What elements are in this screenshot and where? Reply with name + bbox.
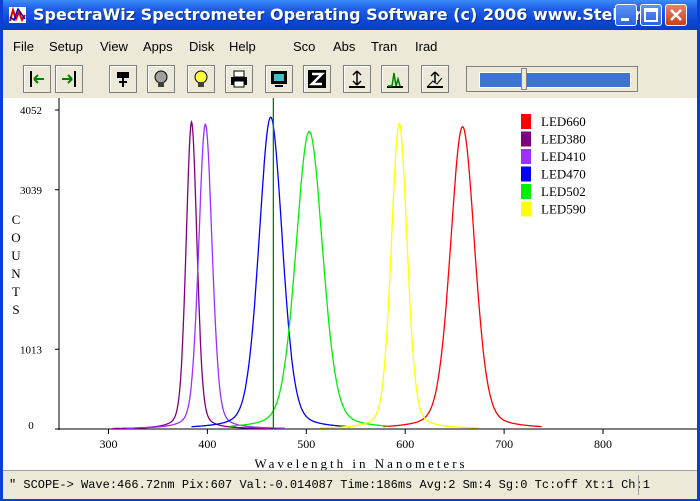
app-icon[interactable]	[9, 7, 26, 23]
x-tick-label: 800	[594, 437, 612, 451]
left-cursor-button[interactable]	[23, 65, 51, 93]
right-cursor-button[interactable]	[55, 65, 83, 93]
maximize-button[interactable]	[640, 4, 662, 26]
legend-swatch	[521, 149, 531, 164]
legend-swatch	[521, 166, 531, 182]
series-line-led660	[383, 125, 542, 428]
print-icon	[231, 70, 247, 88]
menu-tran[interactable]: Tran	[371, 39, 398, 54]
y-tick-label: 4052	[20, 105, 42, 117]
series-line-led470	[191, 116, 350, 428]
y-label-letter: T	[12, 284, 20, 299]
scale-y-icon	[349, 70, 365, 88]
menu-help[interactable]: Help	[229, 39, 256, 54]
pin-icon	[117, 72, 129, 87]
legend-label: LED660	[541, 114, 586, 129]
print-button[interactable]	[225, 65, 253, 93]
monitor-button[interactable]	[265, 65, 293, 93]
menu-bar: File Setup View Apps Disk Help Sco Abs T…	[3, 30, 697, 62]
legend-label: LED410	[541, 149, 586, 164]
scale-y-button[interactable]	[343, 65, 371, 93]
left-cursor-icon	[30, 71, 44, 87]
series-line-led502	[230, 130, 389, 427]
lamp-off-icon	[154, 70, 168, 87]
maximize-icon	[644, 8, 658, 22]
legend-swatch	[521, 114, 531, 129]
zoom-icon	[308, 70, 326, 88]
y-label-letter: S	[12, 302, 19, 317]
status-separator	[638, 475, 639, 495]
lamp-off-button[interactable]	[147, 65, 175, 93]
menu-setup[interactable]: Setup	[49, 39, 83, 54]
minimize-button[interactable]	[615, 4, 637, 26]
x-tick-label: 600	[396, 437, 414, 451]
y-label-letter: O	[11, 230, 20, 245]
series-line-led410	[126, 122, 285, 429]
menu-view[interactable]: View	[100, 39, 128, 54]
y-label-letter: N	[11, 266, 21, 281]
x-axis-label: Wavelength in Nanometers	[254, 456, 467, 470]
menu-sco[interactable]: Sco	[293, 39, 316, 54]
window-title: SpectraWiz Spectrometer Operating Softwa…	[33, 5, 658, 24]
menu-disk[interactable]: Disk	[189, 39, 215, 54]
close-icon	[670, 9, 682, 21]
auto-scale-button[interactable]	[421, 65, 449, 93]
menu-file[interactable]: File	[13, 39, 34, 54]
lamp-on-button[interactable]	[187, 65, 215, 93]
legend-swatch	[521, 201, 531, 217]
series-line-led590	[320, 122, 479, 429]
x-tick-label: 700	[495, 437, 513, 451]
x-tick-label: 300	[99, 437, 117, 451]
legend-label: LED380	[541, 132, 586, 147]
pin-button[interactable]	[109, 65, 137, 93]
legend-label: LED470	[541, 167, 586, 182]
auto-scale-icon	[427, 71, 443, 88]
monitor-icon	[271, 71, 287, 87]
menu-apps[interactable]: Apps	[143, 39, 173, 54]
legend-label: LED590	[541, 202, 586, 217]
x-tick-label: 500	[297, 437, 315, 451]
menu-irad[interactable]: Irad	[415, 39, 438, 54]
legend-swatch	[521, 131, 531, 147]
title-bar[interactable]: SpectraWiz Spectrometer Operating Softwa…	[3, 0, 697, 30]
menu-abs[interactable]: Abs	[333, 39, 356, 54]
right-cursor-icon	[62, 71, 76, 87]
legend-swatch	[521, 184, 531, 199]
y-label-letter: U	[11, 248, 21, 263]
status-text: " SCOPE-> Wave:466.72nm Pix:607 Val:-0.0…	[9, 478, 650, 492]
y-tick-label: 0	[28, 420, 34, 432]
lamp-on-icon	[194, 70, 208, 87]
minimize-icon	[621, 18, 629, 21]
slider-thumb[interactable]	[521, 68, 527, 90]
status-bar: " SCOPE-> Wave:466.72nm Pix:607 Val:-0.0…	[3, 470, 697, 499]
y-tick-label: 3039	[20, 185, 43, 197]
x-tick-label: 400	[198, 437, 216, 451]
peak-button[interactable]	[381, 65, 409, 93]
zoom-button[interactable]	[303, 65, 331, 93]
y-label-letter: C	[12, 212, 21, 227]
slider-track[interactable]	[479, 72, 631, 88]
peak-icon	[387, 72, 403, 88]
legend-label: LED502	[541, 184, 586, 199]
toolbar	[3, 62, 697, 98]
scan-slider[interactable]	[466, 66, 638, 92]
close-button[interactable]	[665, 4, 687, 26]
y-tick-label: 1013	[20, 344, 43, 356]
